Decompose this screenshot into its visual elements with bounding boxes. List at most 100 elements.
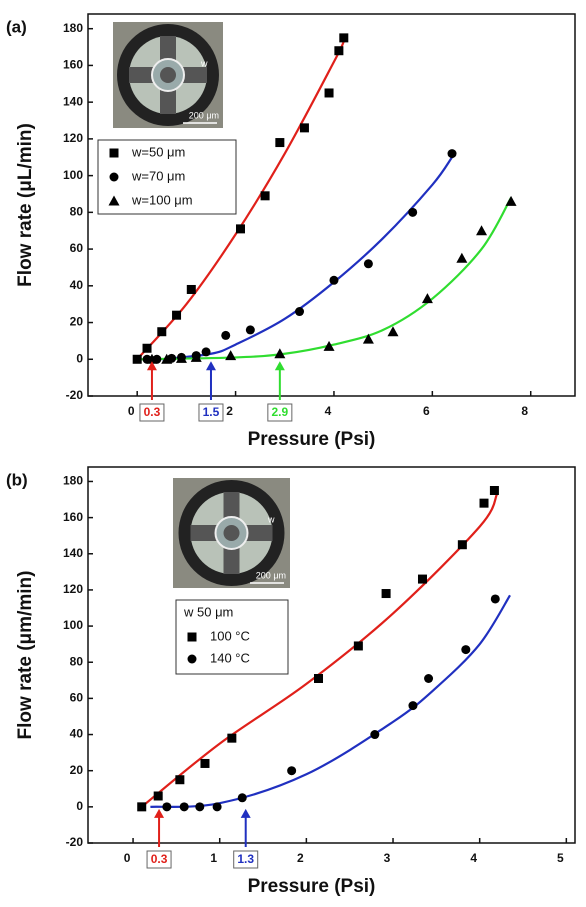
y-tick-label: 180 xyxy=(63,474,83,488)
marker-square xyxy=(186,284,196,294)
x-axis-title: Pressure (Psi) xyxy=(248,429,376,450)
arrow-head xyxy=(146,361,157,371)
marker-triangle xyxy=(362,333,374,344)
marker-square xyxy=(417,574,427,584)
arrow-head xyxy=(274,361,285,371)
marker-circle xyxy=(363,259,373,269)
marker-square xyxy=(235,224,245,234)
y-tick-label: 0 xyxy=(76,351,83,365)
x-tick-label: 1 xyxy=(210,851,217,865)
marker-circle xyxy=(245,325,255,335)
panel-label: (b) xyxy=(6,470,28,489)
marker-circle xyxy=(447,149,457,159)
marker-triangle xyxy=(225,350,237,361)
marker-square xyxy=(137,802,147,812)
fit-line xyxy=(161,156,453,361)
legend-label: 100 °C xyxy=(210,628,250,643)
y-tick-label: 100 xyxy=(63,618,83,632)
y-tick-label: 180 xyxy=(63,21,83,35)
marker-triangle xyxy=(274,348,286,359)
x-tick-label: 6 xyxy=(423,404,430,418)
legend-label: w=100 μm xyxy=(131,192,193,207)
x-tick-label: 4 xyxy=(325,404,332,418)
marker-square xyxy=(175,775,185,785)
marker-square xyxy=(299,123,309,133)
marker-circle xyxy=(408,701,418,711)
annotation-label: 1.5 xyxy=(203,405,220,419)
marker-triangle xyxy=(146,353,158,364)
y-tick-label: 0 xyxy=(76,799,83,813)
y-tick-label: 120 xyxy=(63,131,83,145)
y-tick-label: 80 xyxy=(70,205,84,219)
y-tick-label: 60 xyxy=(70,241,84,255)
y-tick-label: -20 xyxy=(66,835,84,849)
panel-label: (a) xyxy=(6,17,27,36)
inset-w: w xyxy=(200,58,208,68)
marker-triangle xyxy=(505,195,517,206)
marker-triangle xyxy=(421,293,433,304)
x-tick-label: 4 xyxy=(470,851,477,865)
fit-line xyxy=(141,493,499,808)
marker-circle xyxy=(212,802,222,812)
marker-square xyxy=(275,138,285,148)
marker-square xyxy=(142,343,152,353)
marker-square xyxy=(479,498,489,508)
legend-marker xyxy=(187,654,197,664)
x-axis-title: Pressure (Psi) xyxy=(248,876,376,897)
marker-triangle xyxy=(476,225,488,236)
legend-marker xyxy=(109,148,119,158)
legend-title: w 50 μm xyxy=(183,604,233,619)
marker-triangle xyxy=(323,340,335,351)
x-tick-label: 3 xyxy=(384,851,391,865)
annotation-box xyxy=(267,403,293,422)
marker-square xyxy=(314,674,324,683)
marker-circle xyxy=(201,347,211,357)
marker-square xyxy=(457,540,467,550)
legend-marker xyxy=(108,195,120,206)
y-tick-label: 160 xyxy=(63,510,83,524)
y-tick-label: 80 xyxy=(70,654,84,668)
x-tick-label: 8 xyxy=(521,404,528,418)
x-tick-label: 5 xyxy=(557,851,564,865)
marker-circle xyxy=(195,802,205,812)
marker-square xyxy=(489,486,499,495)
y-tick-label: -20 xyxy=(66,388,84,402)
marker-square xyxy=(200,758,210,768)
y-tick-label: 40 xyxy=(70,727,84,741)
legend-label: w=50 μm xyxy=(131,144,185,159)
legend-marker xyxy=(109,172,119,182)
x-tick-label: 2 xyxy=(297,851,304,865)
inset-scale: 200 μm xyxy=(189,110,219,120)
legend-label: w=70 μm xyxy=(131,168,185,183)
marker-square xyxy=(339,33,349,43)
marker-circle xyxy=(424,674,434,683)
marker-circle xyxy=(490,594,500,604)
marker-square xyxy=(153,791,163,801)
annotation-label: 2.9 xyxy=(272,405,289,419)
y-tick-label: 120 xyxy=(63,582,83,596)
marker-triangle xyxy=(161,353,173,364)
marker-square xyxy=(334,46,344,56)
marker-circle xyxy=(179,802,189,812)
annotation-box xyxy=(146,850,172,869)
y-tick-label: 40 xyxy=(70,278,84,292)
legend-box xyxy=(97,139,237,215)
plot-frame xyxy=(87,466,576,844)
y-tick-label: 20 xyxy=(70,315,84,329)
arrow-head xyxy=(240,808,251,818)
marker-circle xyxy=(295,307,305,317)
y-axis-title: Flow rate (μL/min) xyxy=(15,123,36,287)
arrow-head xyxy=(154,808,165,818)
marker-square xyxy=(324,88,334,98)
y-tick-label: 60 xyxy=(70,691,84,705)
annotation-label: 0.3 xyxy=(144,405,161,419)
y-axis-title: Flow rate (μm/min) xyxy=(15,571,36,740)
y-tick-label: 160 xyxy=(63,58,83,72)
inset-scale: 200 μm xyxy=(256,570,286,580)
fit-line xyxy=(136,41,345,361)
marker-circle xyxy=(221,330,231,340)
annotation-box xyxy=(198,403,224,422)
legend-label: 140 °C xyxy=(210,650,250,665)
annotation-label: 0.3 xyxy=(151,852,168,866)
